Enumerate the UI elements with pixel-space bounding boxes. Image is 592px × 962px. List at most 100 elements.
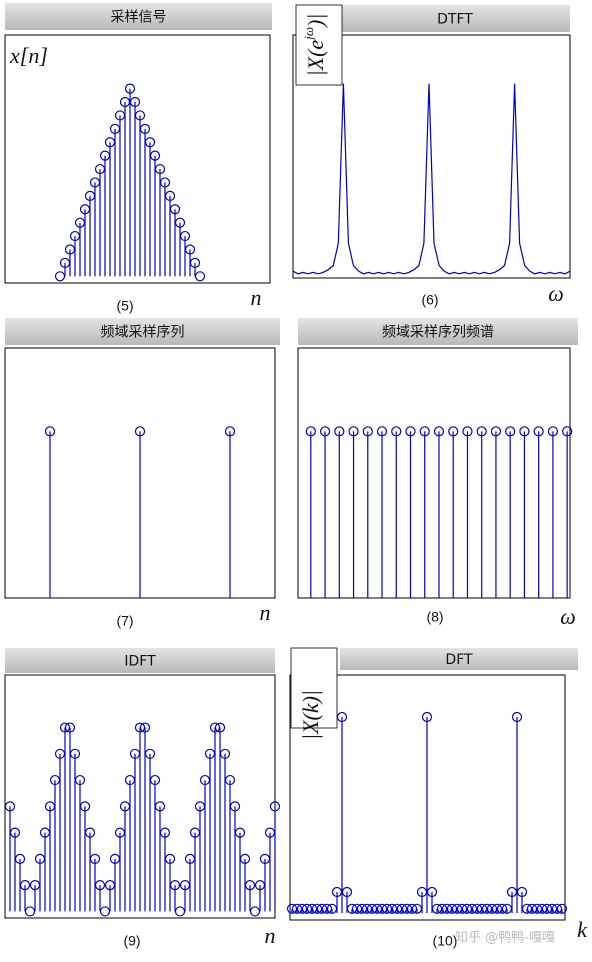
stem-marker [144,137,156,148]
stem-marker [391,426,402,437]
stem-marker [319,426,331,437]
stem-marker [64,722,76,733]
stem [533,426,544,598]
y-axis-label-part: )| [303,14,328,29]
stem [476,426,487,598]
stem [159,177,171,277]
stem-marker [174,217,186,228]
caption: (5) [116,298,133,314]
stem-marker [219,748,231,759]
chart-title: DFT [445,652,473,668]
stem-marker [164,190,176,201]
stem [94,880,106,912]
stem-marker [556,903,568,914]
stem-marker [421,711,433,723]
stem-marker [139,123,151,134]
stem-marker [69,748,81,759]
title-bar [5,648,275,673]
stem-marker [149,150,161,161]
stem-marker [490,426,502,437]
stem [179,230,191,277]
stem-marker [426,886,438,898]
stem [556,903,568,914]
stem-marker [362,426,373,437]
stem [4,801,16,912]
title-bar [5,3,272,30]
stem-marker [244,880,256,891]
stem-marker [505,426,516,437]
stem [129,96,141,277]
stem-marker [269,801,281,812]
stem [134,426,146,598]
stem-marker [14,853,26,864]
stem [144,137,156,277]
plot-area [4,34,271,284]
stem-marker [376,426,388,437]
stem-marker [179,230,191,242]
stem-marker [476,426,487,437]
stem [214,722,226,912]
chart-title: 频域采样序列频谱 [382,325,494,341]
stem [84,827,96,912]
stem [154,801,166,912]
y-axis-label: |X(ejω)| [301,14,328,77]
stem-marker [519,426,530,437]
stem-marker [129,96,141,108]
stem-marker [234,827,246,838]
ylabel-box [290,647,338,729]
caption: (9) [123,933,140,949]
stem [334,426,345,598]
stem [149,774,161,912]
stem [269,801,281,912]
stem-marker [511,711,523,723]
stem [336,711,348,913]
stem [169,880,181,912]
x-axis-label: n [265,923,276,948]
y-axis-label-part: jω [301,27,316,42]
stem [149,150,161,277]
stem-marker [44,426,56,437]
stem [462,426,473,598]
stem-marker [89,853,101,864]
stem [419,426,430,598]
stem-marker [547,426,559,437]
stem [134,110,146,277]
stem-marker [74,774,86,786]
stem-marker [134,426,146,437]
stem-marker [533,426,544,437]
stem [421,711,433,913]
y-axis-label-part: |X(e [303,40,328,77]
caption: (6) [421,292,438,308]
stem-marker [84,827,96,838]
stem-marker [4,801,16,812]
stem-marker [144,748,156,759]
stem-marker [341,886,353,898]
stem [224,774,236,912]
stem [139,722,151,912]
caption: (8) [426,609,443,625]
stem [74,774,86,912]
stem [448,426,459,598]
y-axis-label-part: |X(k)| [298,690,323,740]
stem-marker [405,426,416,437]
stem-marker [19,880,31,891]
stem [433,426,445,598]
stem-marker [433,426,445,437]
stem [194,271,206,282]
stem-marker [154,163,166,175]
stem-marker [224,774,236,786]
x-axis-label: n [260,600,271,625]
stem [79,801,91,912]
y-axis-label: x[n] [9,43,48,68]
stem-marker [124,83,136,94]
stem [362,426,373,598]
stem-marker [169,880,181,891]
x-axis-label: k [577,917,588,942]
stem [9,827,21,912]
stem-marker [224,426,236,437]
stem-marker [305,426,316,437]
stem-marker [149,774,161,786]
stem-marker [462,426,473,437]
stem-marker [214,722,226,733]
